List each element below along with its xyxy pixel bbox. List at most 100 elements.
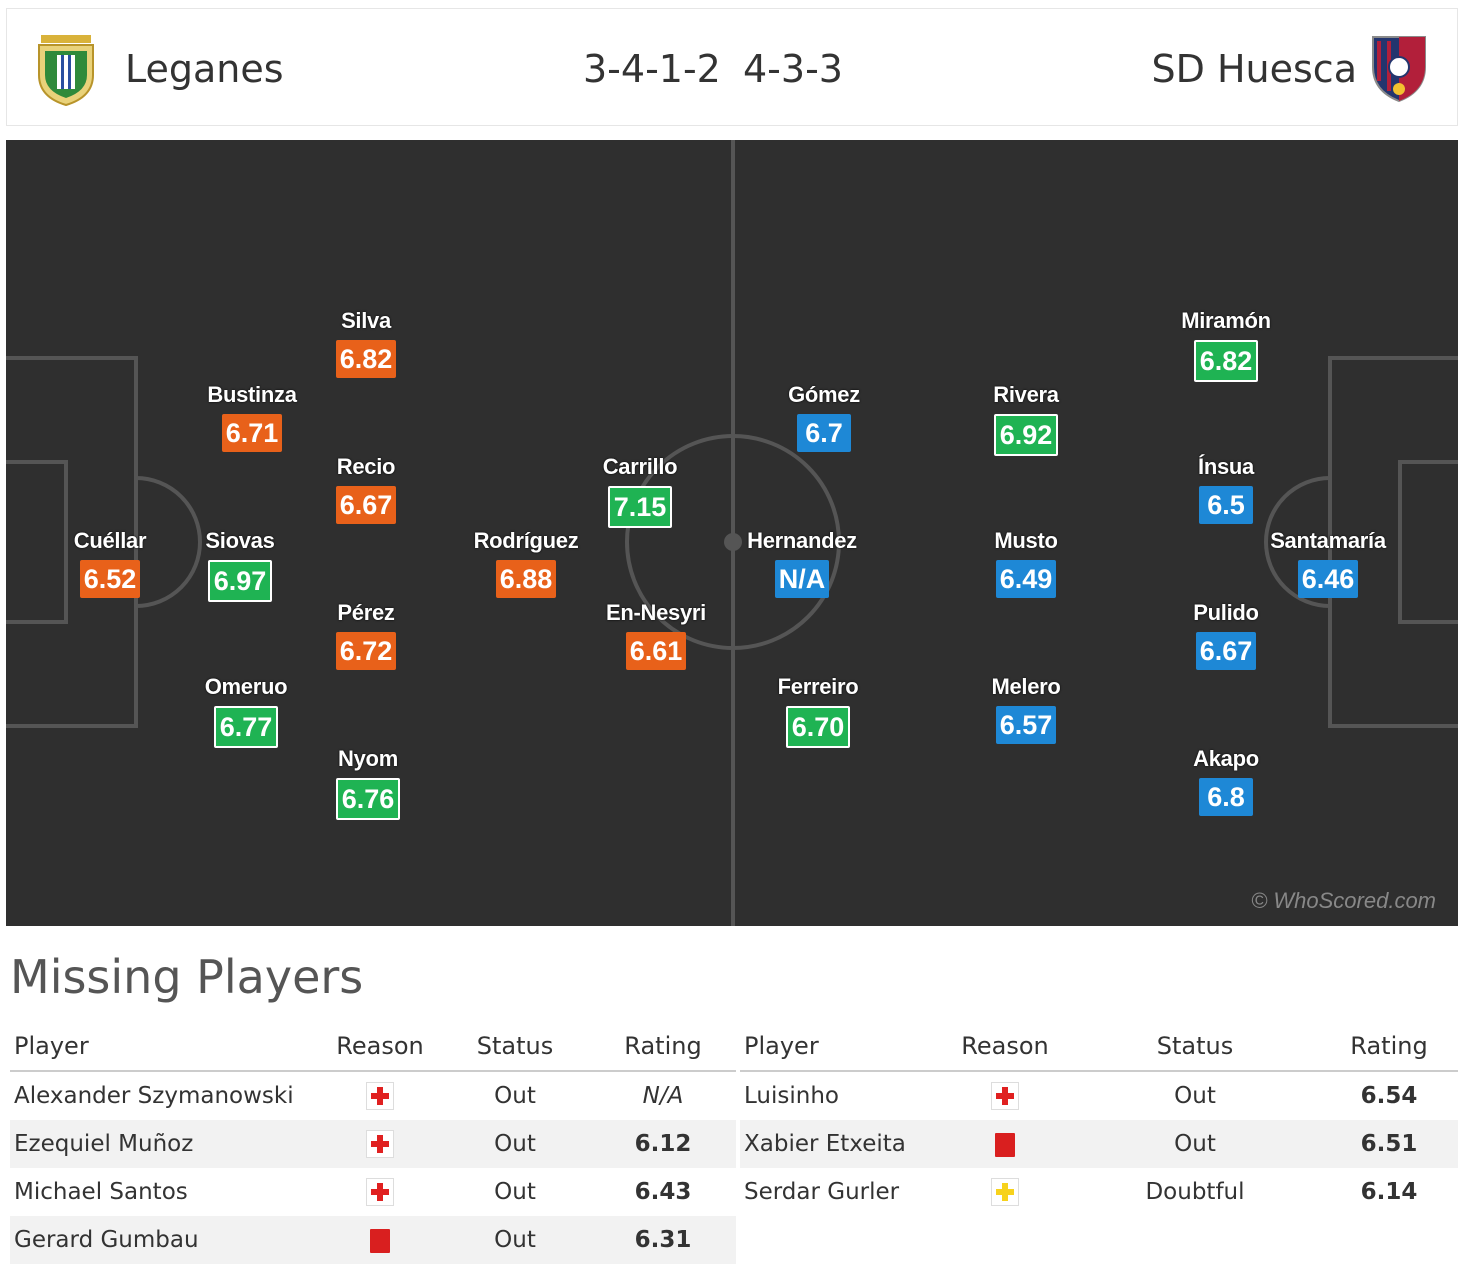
player-name[interactable]: Alexander Szymanowski [14, 1083, 294, 1109]
status: Out [494, 1083, 536, 1109]
home-formation: 3-4-1-2 [583, 47, 721, 91]
player-name: Omeruo [204, 674, 288, 699]
player-recio[interactable]: Recio 6.67 [276, 454, 456, 524]
player-ferreiro[interactable]: Ferreiro 6.70 [728, 674, 908, 748]
rating: N/A [642, 1083, 684, 1109]
player-name: Melero [991, 674, 1061, 699]
status: Out [494, 1179, 536, 1205]
player-name: Bustinza [207, 382, 297, 407]
player-akapo[interactable]: Akapo 6.8 [1136, 746, 1316, 816]
away-team-name[interactable]: SD Huesca [1151, 47, 1357, 91]
table-row: Gerard Gumbau Out 6.31 [10, 1216, 736, 1264]
player-name: Santamaría [1270, 528, 1386, 553]
player-pulido[interactable]: Pulido 6.67 [1136, 600, 1316, 670]
player-name: Carrillo [602, 454, 678, 479]
player-name: Rodríguez [473, 528, 579, 553]
player-musto[interactable]: Musto 6.49 [936, 528, 1116, 598]
player-name: Cuéllar [73, 528, 147, 553]
status: Out [440, 1216, 590, 1264]
column-header-status: Status [440, 1022, 590, 1072]
rating: 6.43 [634, 1179, 692, 1205]
player-rating: 6.82 [1193, 340, 1259, 382]
player-insua[interactable]: Ínsua 6.5 [1136, 454, 1316, 524]
column-header-rating: Rating [1320, 1022, 1458, 1072]
player-rivera[interactable]: Rivera 6.92 [936, 382, 1116, 456]
player-rating: 6.82 [335, 340, 397, 378]
player-siovas[interactable]: Siovas 6.97 [150, 528, 330, 602]
rating: 6.14 [1360, 1179, 1418, 1205]
player-perez[interactable]: Pérez 6.72 [276, 600, 456, 670]
player-rating: 6.92 [993, 414, 1059, 456]
player-en-nesyri[interactable]: En-Nesyri 6.61 [566, 600, 746, 670]
table-row: Ezequiel Muñoz Out 6.12 [10, 1120, 736, 1168]
player-silva[interactable]: Silva 6.82 [276, 308, 456, 378]
huesca-crest-icon [1372, 36, 1426, 103]
player-name: Akapo [1193, 746, 1259, 771]
player-rating: 6.71 [221, 414, 283, 452]
table-row: Luisinho Out 6.54 [740, 1071, 1458, 1120]
player-rodriguez[interactable]: Rodríguez 6.88 [436, 528, 616, 598]
pitch-lines [6, 140, 1458, 926]
player-rating: 6.8 [1199, 778, 1253, 816]
player-cuellar[interactable]: Cuéllar 6.52 [20, 528, 200, 598]
table-row: Michael Santos Out 6.43 [10, 1168, 736, 1216]
player-name[interactable]: Michael Santos [14, 1179, 188, 1205]
player-name: Nyom [338, 746, 398, 771]
match-header: Leganes 3-4-1-2 4-3-3 SD Huesca [6, 8, 1458, 126]
player-rating: 6.70 [785, 706, 851, 748]
player-name: Siovas [205, 528, 275, 553]
player-rating: 6.72 [335, 632, 397, 670]
home-missing-table: Player Reason Status Rating Alexander Sz… [10, 1022, 736, 1264]
player-name: En-Nesyri [605, 600, 706, 625]
player-name: Gómez [788, 382, 860, 407]
player-rating: 6.7 [797, 414, 851, 452]
table-header-row: Player Reason Status Rating [10, 1022, 736, 1072]
player-name: Ferreiro [777, 674, 859, 699]
red-card-icon [370, 1228, 390, 1253]
player-name[interactable]: Luisinho [744, 1083, 839, 1109]
player-rating: 6.5 [1199, 486, 1253, 524]
player-rating: 6.67 [1195, 632, 1257, 670]
player-name: Rivera [993, 382, 1059, 407]
column-header-reason: Reason [320, 1022, 440, 1072]
player-name: Ínsua [1198, 454, 1254, 479]
missing-players-title: Missing Players [10, 950, 364, 1004]
player-nyom[interactable]: Nyom 6.76 [278, 746, 458, 820]
status: Out [1070, 1120, 1320, 1168]
table-header-row: Player Reason Status Rating [740, 1022, 1458, 1072]
injury-icon [366, 1082, 394, 1110]
column-header-status: Status [1070, 1022, 1320, 1072]
watermark: © WhoScored.com [1251, 888, 1436, 913]
rating: 6.51 [1320, 1120, 1458, 1168]
home-team-name[interactable]: Leganes [125, 47, 284, 91]
away-formation: 4-3-3 [743, 47, 843, 91]
player-carrillo[interactable]: Carrillo 7.15 [550, 454, 730, 528]
player-gomez[interactable]: Gómez 6.7 [734, 382, 914, 452]
table-row: Xabier Etxeita Out 6.51 [740, 1120, 1458, 1168]
player-bustinza[interactable]: Bustinza 6.71 [162, 382, 342, 452]
rating: 6.54 [1360, 1083, 1418, 1109]
player-name[interactable]: Xabier Etxeita [740, 1120, 940, 1168]
player-omeruo[interactable]: Omeruo 6.77 [156, 674, 336, 748]
player-name[interactable]: Ezequiel Muñoz [10, 1120, 320, 1168]
player-rating: 6.97 [207, 560, 273, 602]
rating: 6.12 [590, 1120, 736, 1168]
injury-icon [366, 1130, 394, 1158]
player-name: Pérez [337, 600, 395, 625]
player-miramon[interactable]: Miramón 6.82 [1136, 308, 1316, 382]
player-santamaria[interactable]: Santamaría 6.46 [1238, 528, 1418, 598]
red-card-icon [995, 1132, 1015, 1157]
player-name[interactable]: Gerard Gumbau [10, 1216, 320, 1264]
status: Out [1174, 1083, 1216, 1109]
column-header-reason: Reason [940, 1022, 1070, 1072]
player-melero[interactable]: Melero 6.57 [936, 674, 1116, 744]
player-rating: 6.61 [625, 632, 687, 670]
player-name[interactable]: Serdar Gurler [744, 1179, 900, 1205]
injury-icon [991, 1082, 1019, 1110]
table-row: Alexander Szymanowski Out N/A [10, 1071, 736, 1120]
away-missing-table: Player Reason Status Rating Luisinho Out… [740, 1022, 1458, 1216]
column-header-player: Player [740, 1022, 940, 1072]
player-name: Miramón [1181, 308, 1271, 333]
player-rating: 6.67 [335, 486, 397, 524]
player-hernandez[interactable]: Hernandez N/A [712, 528, 892, 598]
